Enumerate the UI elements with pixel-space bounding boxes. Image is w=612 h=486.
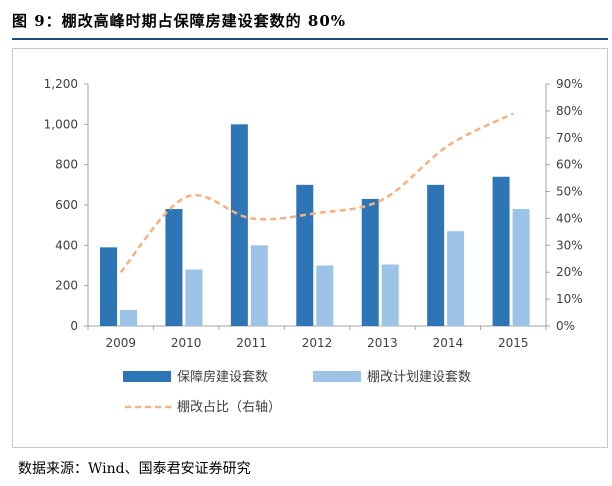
bar-保障房建设套数-2011 <box>230 124 248 326</box>
right-axis-tick-label: 20% <box>556 265 583 279</box>
legend-swatch-保障房建设套数 <box>123 371 171 382</box>
right-axis-tick-label: 30% <box>556 238 583 252</box>
x-axis-tick-label: 2012 <box>302 336 333 350</box>
bar-棚改计划建设套数-2010 <box>185 269 203 326</box>
left-axis-tick-label: 0 <box>70 319 78 333</box>
legend-label-棚改占比: 棚改占比（右轴） <box>177 400 281 415</box>
right-axis-tick-label: 40% <box>556 211 583 225</box>
bar-棚改计划建设套数-2011 <box>250 245 268 326</box>
x-axis-tick-label: 2011 <box>236 336 267 350</box>
bar-保障房建设套数-2013 <box>361 198 379 326</box>
left-axis-tick-label: 200 <box>55 279 78 293</box>
chart-canvas: 0 200 400 600 800 1,000 1,200 0% 10% 20% 30% 40% 50%… <box>44 77 583 415</box>
bar-保障房建设套数-2012 <box>296 184 314 326</box>
legend-label-棚改计划建设套数: 棚改计划建设套数 <box>367 369 471 385</box>
chart-frame: 0 200 400 600 800 1,000 1,200 0% 10% 20% 30% 40% 50%… <box>12 48 608 448</box>
left-axis-tick-label: 1,200 <box>44 77 78 91</box>
figure-title: 图 9：棚改高峰时期占保障房建设套数的 80% <box>12 12 347 30</box>
left-axis-tick-label: 400 <box>55 238 78 252</box>
bar-保障房建设套数-2015 <box>492 176 510 326</box>
right-axis-tick-label: 60% <box>556 158 583 172</box>
bar-棚改计划建设套数-2013 <box>381 264 399 326</box>
title-rule <box>12 38 608 40</box>
legend-label-保障房建设套数: 保障房建设套数 <box>177 369 268 385</box>
bar-棚改计划建设套数-2015 <box>512 209 530 326</box>
bar-保障房建设套数-2009 <box>100 247 117 326</box>
left-axis-tick-label: 600 <box>55 198 78 212</box>
right-axis-tick-label: 90% <box>556 77 583 91</box>
left-axis-tick-label: 1,000 <box>44 117 78 131</box>
right-axis-tick-label: 50% <box>556 185 583 199</box>
right-axis-tick-label: 0% <box>556 319 575 333</box>
x-axis-tick-label: 2009 <box>105 336 136 350</box>
source-note: 数据来源：Wind、国泰君安证券研究 <box>18 461 251 477</box>
x-axis-tick-label: 2010 <box>171 336 202 350</box>
bar-棚改计划建设套数-2009 <box>120 309 137 326</box>
right-axis-tick-label: 10% <box>556 292 583 306</box>
legend-swatch-棚改计划建设套数 <box>313 371 361 382</box>
bar-棚改计划建设套数-2014 <box>447 231 465 326</box>
bar-保障房建设套数-2010 <box>165 209 183 326</box>
right-axis-tick-label: 80% <box>556 104 583 118</box>
x-axis-tick-label: 2015 <box>498 336 529 350</box>
x-axis-tick-label: 2014 <box>433 336 464 350</box>
left-axis-tick-label: 800 <box>55 158 78 172</box>
x-axis-tick-label: 2013 <box>367 336 398 350</box>
bar-棚改计划建设套数-2012 <box>316 265 334 326</box>
bar-保障房建设套数-2014 <box>427 184 445 326</box>
right-axis-tick-label: 70% <box>556 131 583 145</box>
